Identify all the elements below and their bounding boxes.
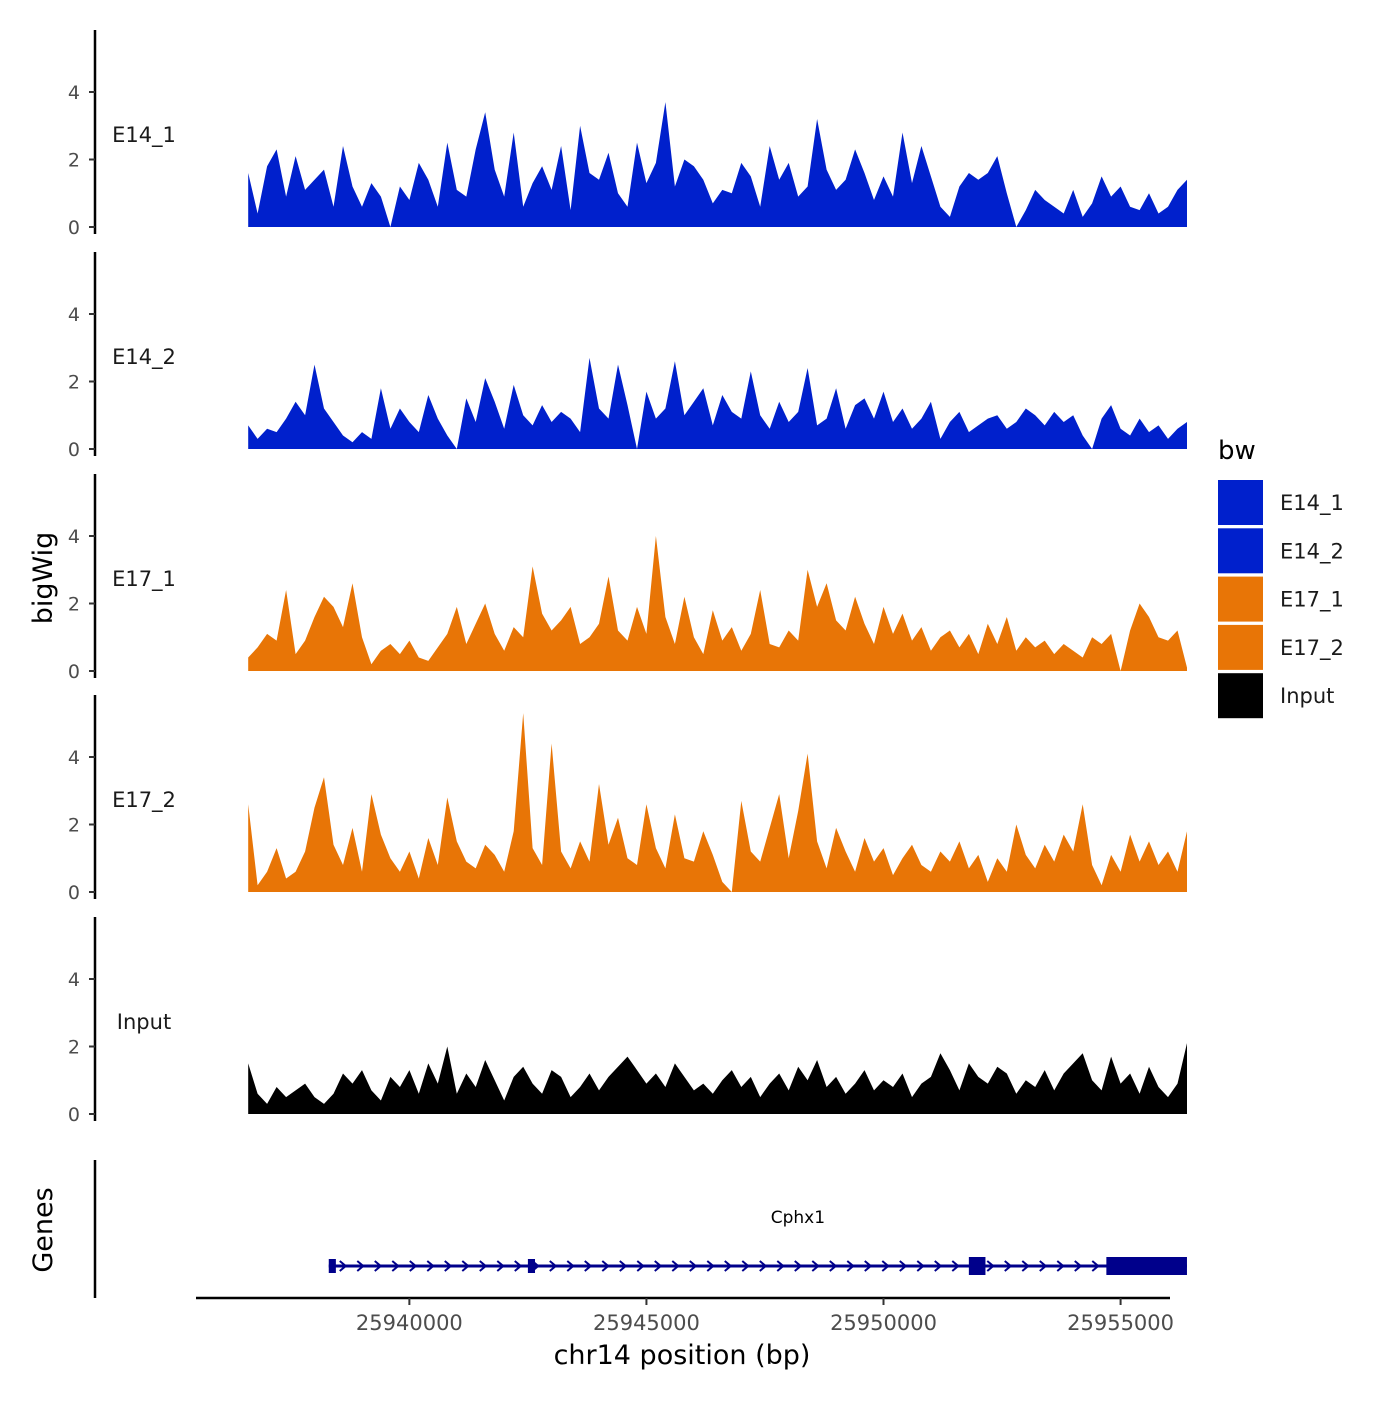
legend-label: E17_2: [1280, 636, 1344, 661]
y-tick-label: 4: [68, 304, 80, 326]
strand-arrow: [794, 1260, 803, 1272]
panel-e14-1: 0 2 4 E14_1: [68, 30, 1187, 239]
track-label: E14_1: [112, 123, 176, 148]
strand-arrow: [566, 1260, 575, 1272]
strand-arrow: [1021, 1260, 1030, 1272]
strand-arrow: [1056, 1260, 1065, 1272]
y-tick-label: 4: [68, 526, 80, 548]
y-axis-title: bigWig: [28, 532, 59, 625]
strand-arrow: [339, 1260, 348, 1272]
strand-arrow: [724, 1260, 733, 1272]
strand-arrow: [461, 1260, 470, 1272]
panel-e17-2: 0 2 4 E17_2: [68, 695, 1187, 904]
signal-area-e17-1: [248, 536, 1187, 671]
y-tick-label: 2: [68, 594, 80, 616]
strand-arrow: [636, 1260, 645, 1272]
gene-exon: [1106, 1257, 1187, 1275]
legend-label: E14_1: [1280, 491, 1344, 516]
panel-e17-1: 0 2 4 E17_1: [68, 474, 1187, 683]
strand-arrow: [1004, 1260, 1013, 1272]
gene-cphx1: Cphx1: [328, 1208, 1187, 1275]
strand-arrow: [741, 1260, 750, 1272]
gene-exon: [968, 1257, 986, 1275]
legend: bw E14_1 E14_2 E17_1 E17_2 Input: [1218, 436, 1344, 719]
strand-arrow: [846, 1260, 855, 1272]
y-tick-label: 2: [68, 1037, 80, 1059]
y-tick-label: 4: [68, 82, 80, 104]
strand-arrow: [549, 1260, 558, 1272]
strand-arrow: [444, 1260, 453, 1272]
strand-arrow: [619, 1260, 628, 1272]
strand-arrow: [864, 1260, 873, 1272]
legend-swatch-e17-2: [1218, 624, 1263, 670]
x-tick-label: 25955000: [1067, 1311, 1174, 1335]
signal-area-e17-2: [248, 713, 1187, 892]
legend-label: E17_1: [1280, 588, 1344, 613]
panel-input: 0 2 4 Input: [68, 917, 1187, 1126]
strand-arrow: [601, 1260, 610, 1272]
x-axis-title: chr14 position (bp): [554, 1340, 811, 1371]
strand-arrow: [391, 1260, 400, 1272]
track-label: Input: [117, 1010, 171, 1034]
strand-arrow: [689, 1260, 698, 1272]
strand-arrow: [986, 1260, 995, 1272]
y-tick-label: 2: [68, 372, 80, 394]
track-label: E17_2: [112, 788, 176, 813]
legend-swatch-e17-1: [1218, 576, 1263, 622]
y-tick-label: 0: [68, 1104, 80, 1126]
strand-arrow: [829, 1260, 838, 1272]
strand-arrow: [1039, 1260, 1048, 1272]
signal-area-input: [248, 1043, 1187, 1114]
strand-arrow: [479, 1260, 488, 1272]
strand-arrow: [426, 1260, 435, 1272]
strand-arrow: [409, 1260, 418, 1272]
strand-arrow: [899, 1260, 908, 1272]
legend-swatch-input: [1218, 673, 1263, 719]
gene-exon: [527, 1259, 536, 1273]
x-tick-label: 25950000: [830, 1311, 937, 1335]
signal-area-e14-2: [248, 357, 1187, 449]
gene-name-label: Cphx1: [771, 1208, 825, 1228]
strand-arrow: [374, 1260, 383, 1272]
legend-swatch-e14-2: [1218, 528, 1263, 574]
strand-arrow: [934, 1260, 943, 1272]
track-label: E17_1: [112, 567, 176, 592]
strand-arrow: [1091, 1260, 1100, 1272]
panel-e14-2: 0 2 4 E14_2: [68, 252, 1187, 461]
gene-exon: [328, 1259, 336, 1273]
strand-arrow: [951, 1260, 960, 1272]
x-tick-label: 25945000: [593, 1311, 700, 1335]
strand-arrow: [514, 1260, 523, 1272]
y-tick-label: 0: [68, 439, 80, 461]
strand-arrow: [584, 1260, 593, 1272]
y-tick-label: 0: [68, 882, 80, 904]
legend-label: Input: [1280, 684, 1334, 708]
legend-swatch-e14-1: [1218, 480, 1263, 525]
signal-area-e14-1: [248, 102, 1187, 227]
strand-arrow: [654, 1260, 663, 1272]
strand-arrow: [759, 1260, 768, 1272]
strand-arrow: [706, 1260, 715, 1272]
y-tick-label: 0: [68, 661, 80, 683]
legend-title: bw: [1218, 436, 1256, 466]
strand-arrow: [1074, 1260, 1083, 1272]
strand-arrow: [496, 1260, 505, 1272]
strand-arrow: [881, 1260, 890, 1272]
strand-arrow: [811, 1260, 820, 1272]
legend-label: E14_2: [1280, 539, 1344, 564]
y-tick-label: 2: [68, 815, 80, 837]
strand-arrow: [776, 1260, 785, 1272]
x-tick-label: 25940000: [356, 1311, 463, 1335]
y-tick-label: 4: [68, 969, 80, 991]
track-label: E14_2: [112, 345, 176, 370]
y-tick-label: 2: [68, 150, 80, 172]
y-tick-label: 0: [68, 217, 80, 239]
strand-arrow: [916, 1260, 925, 1272]
strand-arrow: [356, 1260, 365, 1272]
y-tick-label: 4: [68, 747, 80, 769]
genes-axis-title: Genes: [28, 1187, 59, 1272]
strand-arrow: [671, 1260, 680, 1272]
